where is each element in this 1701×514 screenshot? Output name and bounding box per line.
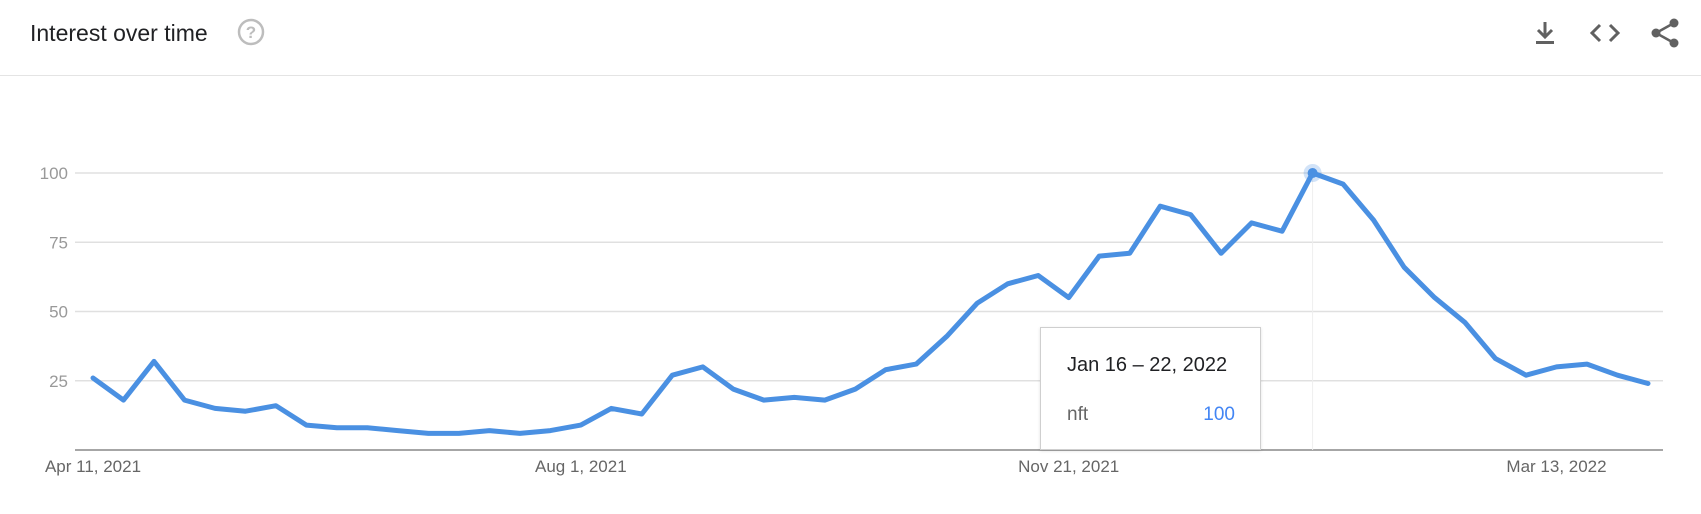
y-tick-label: 75 bbox=[49, 233, 68, 252]
x-tick-label: Aug 1, 2021 bbox=[535, 457, 627, 476]
y-tick-label: 100 bbox=[40, 164, 68, 183]
tooltip-term: nft bbox=[1067, 404, 1089, 425]
share-icon[interactable] bbox=[1648, 16, 1682, 50]
embed-icon[interactable] bbox=[1588, 16, 1622, 50]
x-tick-label: Mar 13, 2022 bbox=[1506, 457, 1606, 476]
x-tick-label: Nov 21, 2021 bbox=[1018, 457, 1119, 476]
y-tick-label: 25 bbox=[49, 372, 68, 391]
tooltip: Jan 16 – 22, 2022 nft 100 bbox=[1040, 327, 1261, 450]
tooltip-date: Jan 16 – 22, 2022 bbox=[1067, 354, 1228, 376]
chart-title: Interest over time bbox=[30, 20, 208, 46]
svg-text:?: ? bbox=[246, 23, 256, 42]
y-tick-label: 50 bbox=[49, 303, 68, 322]
x-tick-label: Apr 11, 2021 bbox=[45, 457, 141, 476]
series-line-nft bbox=[90, 170, 1651, 436]
help-icon[interactable]: ? bbox=[237, 18, 265, 46]
header: Interest over time ? bbox=[0, 0, 1701, 76]
highlight-point[interactable] bbox=[1307, 168, 1318, 178]
tooltip-value: 100 bbox=[1203, 404, 1235, 425]
download-icon[interactable] bbox=[1528, 16, 1562, 50]
